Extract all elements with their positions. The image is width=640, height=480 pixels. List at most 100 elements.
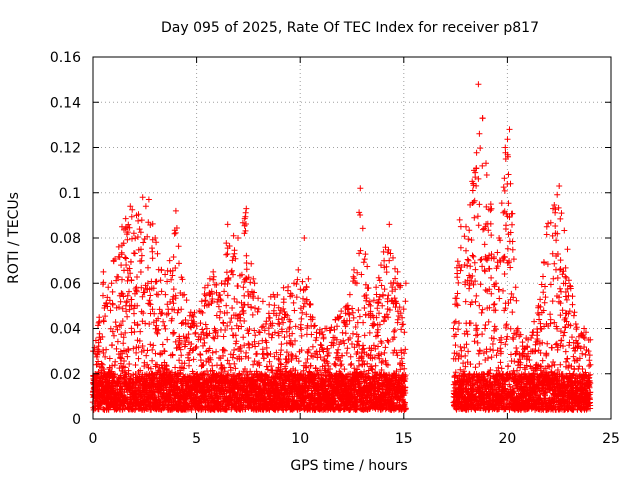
data-point bbox=[96, 348, 103, 355]
data-point bbox=[144, 361, 151, 368]
data-point bbox=[142, 203, 149, 210]
data-point bbox=[130, 230, 137, 237]
data-point bbox=[381, 349, 388, 356]
data-point bbox=[338, 361, 345, 368]
data-point bbox=[299, 309, 306, 316]
data-point bbox=[123, 299, 130, 306]
data-point bbox=[113, 323, 120, 330]
data-point bbox=[467, 263, 474, 270]
data-point bbox=[233, 338, 240, 345]
data-point bbox=[239, 219, 246, 226]
data-point bbox=[157, 277, 164, 284]
data-point bbox=[171, 329, 178, 336]
data-point bbox=[131, 310, 137, 317]
data-point bbox=[249, 392, 255, 399]
data-point bbox=[188, 324, 195, 331]
data-point bbox=[102, 353, 109, 360]
data-point bbox=[183, 334, 190, 341]
data-point bbox=[164, 336, 171, 343]
data-point bbox=[258, 324, 265, 331]
data-point bbox=[100, 279, 107, 286]
data-point bbox=[141, 289, 148, 296]
data-point bbox=[140, 239, 147, 246]
data-point bbox=[238, 323, 245, 330]
data-point bbox=[265, 330, 272, 337]
data-point bbox=[332, 360, 339, 367]
data-point bbox=[131, 319, 138, 326]
data-point bbox=[200, 362, 207, 368]
data-point bbox=[230, 271, 236, 278]
data-point bbox=[107, 307, 114, 314]
data-point bbox=[202, 321, 209, 328]
data-point bbox=[216, 314, 223, 321]
data-point bbox=[113, 277, 120, 284]
data-point bbox=[133, 349, 140, 356]
data-point bbox=[351, 275, 358, 282]
data-point bbox=[143, 352, 150, 359]
data-point bbox=[153, 239, 160, 246]
data-point bbox=[112, 358, 119, 365]
data-point bbox=[173, 225, 180, 231]
data-point bbox=[250, 361, 257, 368]
data-point bbox=[220, 346, 227, 353]
data-point bbox=[95, 319, 102, 326]
data-point bbox=[123, 308, 130, 315]
data-point bbox=[402, 346, 409, 353]
data-point bbox=[454, 274, 461, 281]
data-point bbox=[175, 306, 182, 313]
data-point bbox=[241, 318, 248, 324]
data-point bbox=[213, 348, 220, 355]
data-point bbox=[242, 366, 248, 372]
data-point bbox=[324, 345, 331, 352]
data-point bbox=[251, 358, 258, 365]
data-point bbox=[311, 322, 318, 329]
data-point bbox=[184, 335, 190, 342]
data-point bbox=[134, 302, 141, 309]
data-point bbox=[283, 359, 290, 366]
data-point bbox=[229, 354, 236, 361]
data-point bbox=[251, 289, 257, 296]
data-point bbox=[305, 275, 312, 282]
data-point bbox=[109, 342, 116, 348]
data-point bbox=[115, 274, 122, 280]
data-point bbox=[375, 274, 382, 281]
data-point bbox=[266, 315, 273, 321]
data-point bbox=[106, 355, 113, 362]
data-point bbox=[141, 363, 148, 370]
data-point bbox=[360, 342, 366, 349]
data-point bbox=[115, 243, 122, 250]
data-point bbox=[342, 330, 349, 337]
grid-lines bbox=[93, 57, 611, 419]
data-point bbox=[200, 329, 207, 336]
data-point bbox=[349, 305, 356, 312]
data-point bbox=[295, 266, 302, 273]
data-point bbox=[130, 345, 137, 352]
data-point bbox=[119, 305, 126, 312]
data-point bbox=[455, 279, 462, 286]
data-point bbox=[307, 300, 314, 307]
data-point bbox=[456, 320, 462, 327]
data-point bbox=[360, 259, 367, 266]
data-point bbox=[246, 326, 253, 332]
data-point bbox=[462, 298, 469, 305]
data-point bbox=[128, 213, 135, 220]
data-point bbox=[259, 346, 266, 353]
data-point bbox=[106, 297, 113, 304]
data-point bbox=[238, 355, 245, 362]
data-point bbox=[183, 397, 189, 404]
data-point bbox=[131, 250, 138, 257]
data-point bbox=[223, 251, 230, 258]
data-point bbox=[401, 350, 408, 357]
data-point bbox=[126, 224, 133, 231]
data-point bbox=[137, 328, 144, 335]
data-point bbox=[359, 225, 366, 232]
data-point bbox=[465, 348, 472, 355]
data-point bbox=[135, 344, 142, 351]
data-point bbox=[160, 318, 167, 325]
data-point bbox=[364, 263, 371, 270]
data-point bbox=[261, 355, 267, 362]
data-point bbox=[149, 306, 156, 313]
data-point bbox=[149, 220, 156, 227]
data-point bbox=[309, 343, 316, 350]
data-point bbox=[122, 364, 128, 371]
